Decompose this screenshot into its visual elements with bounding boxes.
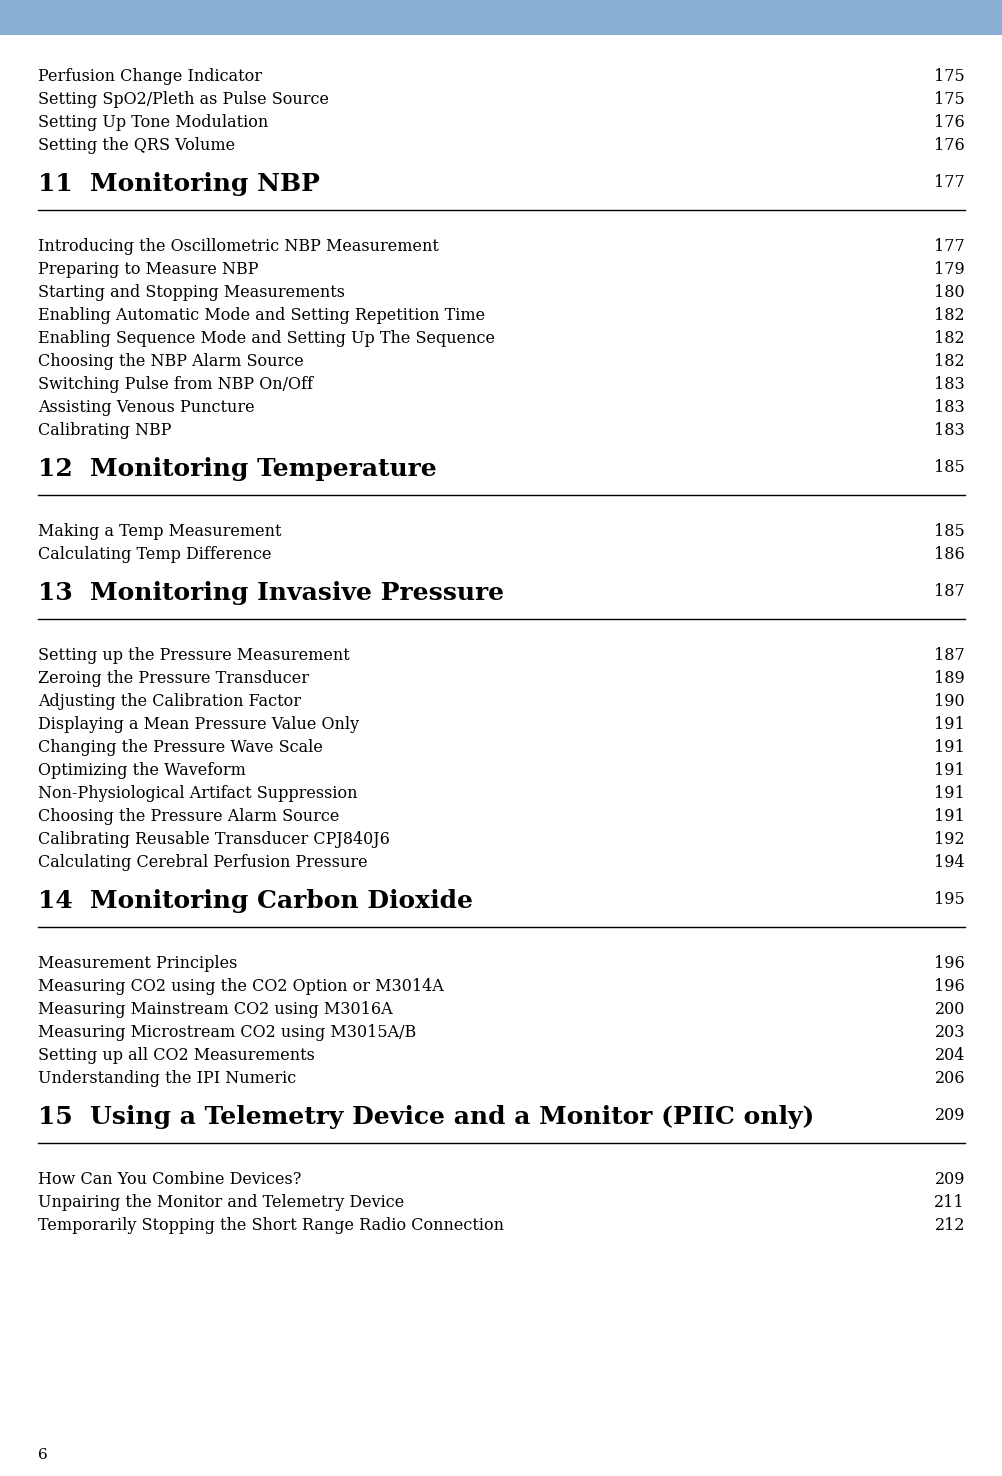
Text: Zeroing the Pressure Transducer: Zeroing the Pressure Transducer bbox=[38, 670, 309, 686]
Text: 182: 182 bbox=[934, 331, 964, 347]
Text: Enabling Automatic Mode and Setting Repetition Time: Enabling Automatic Mode and Setting Repe… bbox=[38, 307, 485, 325]
Text: Optimizing the Waveform: Optimizing the Waveform bbox=[38, 762, 245, 779]
Text: 177: 177 bbox=[933, 174, 964, 190]
Text: 196: 196 bbox=[933, 955, 964, 973]
Text: Measuring Mainstream CO2 using M3016A: Measuring Mainstream CO2 using M3016A bbox=[38, 1001, 392, 1018]
Text: Making a Temp Measurement: Making a Temp Measurement bbox=[38, 523, 282, 540]
Text: Setting Up Tone Modulation: Setting Up Tone Modulation bbox=[38, 114, 268, 131]
Text: 185: 185 bbox=[933, 523, 964, 540]
Text: Adjusting the Calibration Factor: Adjusting the Calibration Factor bbox=[38, 694, 301, 710]
Text: 180: 180 bbox=[934, 283, 964, 301]
Text: Enabling Sequence Mode and Setting Up The Sequence: Enabling Sequence Mode and Setting Up Th… bbox=[38, 331, 495, 347]
Text: Displaying a Mean Pressure Value Only: Displaying a Mean Pressure Value Only bbox=[38, 716, 359, 734]
Text: Monitoring NBP: Monitoring NBP bbox=[90, 173, 320, 196]
Text: 209: 209 bbox=[934, 1170, 964, 1188]
Text: Choosing the Pressure Alarm Source: Choosing the Pressure Alarm Source bbox=[38, 807, 339, 825]
Text: Setting up the Pressure Measurement: Setting up the Pressure Measurement bbox=[38, 646, 350, 664]
Text: Assisting Venous Puncture: Assisting Venous Puncture bbox=[38, 399, 255, 416]
Text: Calculating Cerebral Perfusion Pressure: Calculating Cerebral Perfusion Pressure bbox=[38, 855, 368, 871]
Text: 191: 191 bbox=[933, 785, 964, 801]
Text: How Can You Combine Devices?: How Can You Combine Devices? bbox=[38, 1170, 301, 1188]
Text: 15: 15 bbox=[38, 1106, 90, 1129]
Text: Perfusion Change Indicator: Perfusion Change Indicator bbox=[38, 68, 262, 86]
Text: Using a Telemetry Device and a Monitor (PIIC only): Using a Telemetry Device and a Monitor (… bbox=[90, 1106, 814, 1129]
Text: Monitoring Invasive Pressure: Monitoring Invasive Pressure bbox=[90, 582, 504, 605]
Text: Introducing the Oscillometric NBP Measurement: Introducing the Oscillometric NBP Measur… bbox=[38, 238, 439, 255]
Text: 183: 183 bbox=[933, 399, 964, 416]
Text: 179: 179 bbox=[933, 261, 964, 277]
Text: 177: 177 bbox=[933, 238, 964, 255]
Text: 191: 191 bbox=[933, 762, 964, 779]
Text: 183: 183 bbox=[933, 422, 964, 438]
Text: 186: 186 bbox=[933, 546, 964, 562]
Text: 204: 204 bbox=[934, 1046, 964, 1064]
Text: 175: 175 bbox=[933, 68, 964, 86]
Text: Understanding the IPI Numeric: Understanding the IPI Numeric bbox=[38, 1070, 296, 1086]
Text: Measurement Principles: Measurement Principles bbox=[38, 955, 237, 973]
Text: 6: 6 bbox=[38, 1448, 48, 1463]
Text: 175: 175 bbox=[933, 92, 964, 108]
Text: 194: 194 bbox=[934, 855, 964, 871]
Text: 191: 191 bbox=[933, 716, 964, 734]
Text: 176: 176 bbox=[933, 137, 964, 154]
Text: 212: 212 bbox=[934, 1218, 964, 1234]
Text: Setting the QRS Volume: Setting the QRS Volume bbox=[38, 137, 234, 154]
Text: Unpairing the Monitor and Telemetry Device: Unpairing the Monitor and Telemetry Devi… bbox=[38, 1194, 404, 1210]
Text: Switching Pulse from NBP On/Off: Switching Pulse from NBP On/Off bbox=[38, 376, 313, 393]
Text: 176: 176 bbox=[933, 114, 964, 131]
Text: 13: 13 bbox=[38, 582, 90, 605]
Text: 190: 190 bbox=[934, 694, 964, 710]
Text: 11: 11 bbox=[38, 173, 90, 196]
Text: 196: 196 bbox=[933, 979, 964, 995]
Text: 192: 192 bbox=[934, 831, 964, 849]
Bar bbox=[0, 0, 1002, 35]
Text: Temporarily Stopping the Short Range Radio Connection: Temporarily Stopping the Short Range Rad… bbox=[38, 1218, 503, 1234]
Text: 209: 209 bbox=[934, 1107, 964, 1125]
Text: 211: 211 bbox=[934, 1194, 964, 1210]
Text: Calibrating Reusable Transducer CPJ840J6: Calibrating Reusable Transducer CPJ840J6 bbox=[38, 831, 390, 849]
Text: 191: 191 bbox=[933, 807, 964, 825]
Text: 185: 185 bbox=[933, 459, 964, 475]
Text: Setting SpO2/Pleth as Pulse Source: Setting SpO2/Pleth as Pulse Source bbox=[38, 92, 329, 108]
Text: Choosing the NBP Alarm Source: Choosing the NBP Alarm Source bbox=[38, 353, 304, 370]
Text: Preparing to Measure NBP: Preparing to Measure NBP bbox=[38, 261, 259, 277]
Text: 183: 183 bbox=[933, 376, 964, 393]
Text: 203: 203 bbox=[934, 1024, 964, 1041]
Text: 182: 182 bbox=[934, 307, 964, 325]
Text: 189: 189 bbox=[933, 670, 964, 686]
Text: 200: 200 bbox=[934, 1001, 964, 1018]
Text: Non-Physiological Artifact Suppression: Non-Physiological Artifact Suppression bbox=[38, 785, 357, 801]
Text: 191: 191 bbox=[933, 739, 964, 756]
Text: Measuring Microstream CO2 using M3015A/B: Measuring Microstream CO2 using M3015A/B bbox=[38, 1024, 416, 1041]
Text: Changing the Pressure Wave Scale: Changing the Pressure Wave Scale bbox=[38, 739, 323, 756]
Text: Calculating Temp Difference: Calculating Temp Difference bbox=[38, 546, 272, 562]
Text: 187: 187 bbox=[933, 646, 964, 664]
Text: Monitoring Carbon Dioxide: Monitoring Carbon Dioxide bbox=[90, 889, 473, 914]
Text: Starting and Stopping Measurements: Starting and Stopping Measurements bbox=[38, 283, 345, 301]
Text: Setting up all CO2 Measurements: Setting up all CO2 Measurements bbox=[38, 1046, 315, 1064]
Text: 206: 206 bbox=[934, 1070, 964, 1086]
Text: 195: 195 bbox=[933, 892, 964, 908]
Text: 187: 187 bbox=[933, 583, 964, 601]
Text: 12: 12 bbox=[38, 458, 90, 481]
Text: 14: 14 bbox=[38, 889, 90, 914]
Text: Calibrating NBP: Calibrating NBP bbox=[38, 422, 171, 438]
Text: Measuring CO2 using the CO2 Option or M3014A: Measuring CO2 using the CO2 Option or M3… bbox=[38, 979, 443, 995]
Text: 182: 182 bbox=[934, 353, 964, 370]
Text: Monitoring Temperature: Monitoring Temperature bbox=[90, 458, 437, 481]
